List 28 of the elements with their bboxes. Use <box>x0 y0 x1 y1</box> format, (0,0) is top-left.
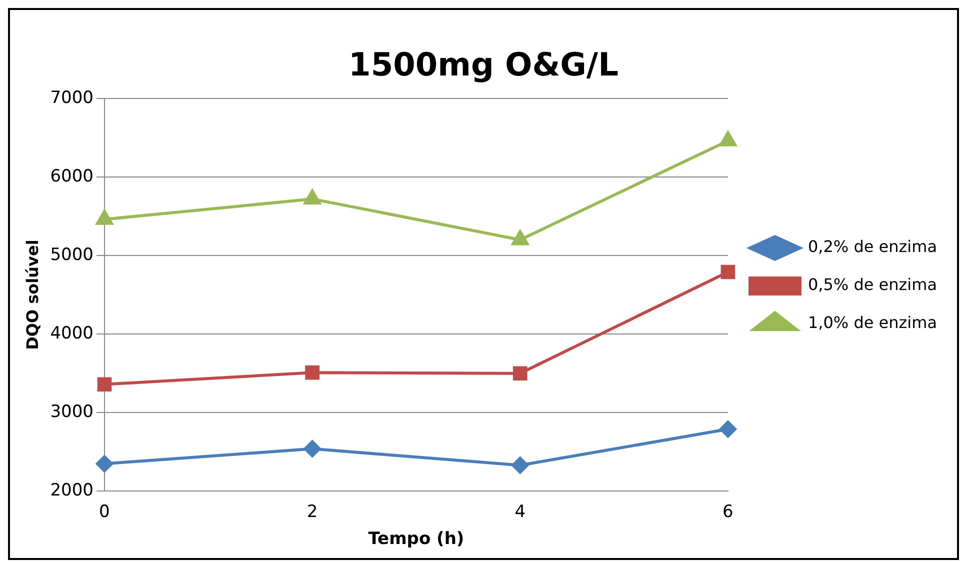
y-tick-label: 5000 <box>50 244 94 265</box>
point <box>512 366 528 381</box>
y-tick-label: 3000 <box>50 402 94 422</box>
point <box>96 455 113 472</box>
y-tick-label: 7000 <box>50 88 94 108</box>
point <box>305 365 320 380</box>
point <box>720 131 736 146</box>
x-tick-label: 0 <box>99 502 110 522</box>
point <box>512 230 529 246</box>
x-tick-label: 2 <box>306 502 318 522</box>
point <box>720 264 736 280</box>
y-axis-title: DQO solúvel <box>22 240 42 350</box>
point <box>97 377 112 392</box>
legend-label: 0,2% de enzima <box>808 237 938 256</box>
point <box>512 456 529 474</box>
x-tick-label: 4 <box>514 502 526 522</box>
point <box>719 420 736 438</box>
chart-title: 1500mg O&G/L <box>348 46 618 84</box>
y-tick-label: 2000 <box>50 480 94 501</box>
x-tick-label: 6 <box>722 502 734 522</box>
point <box>96 210 113 225</box>
point <box>304 440 321 458</box>
x-axis-title: Tempo (h) <box>368 529 464 550</box>
y-tick-label: 4000 <box>50 324 94 344</box>
legend-label: 0,5% de enzima <box>808 275 938 294</box>
y-tick-label: 6000 <box>50 166 94 186</box>
point <box>304 189 321 204</box>
legend-label: 1,0% de enzima <box>808 313 938 332</box>
